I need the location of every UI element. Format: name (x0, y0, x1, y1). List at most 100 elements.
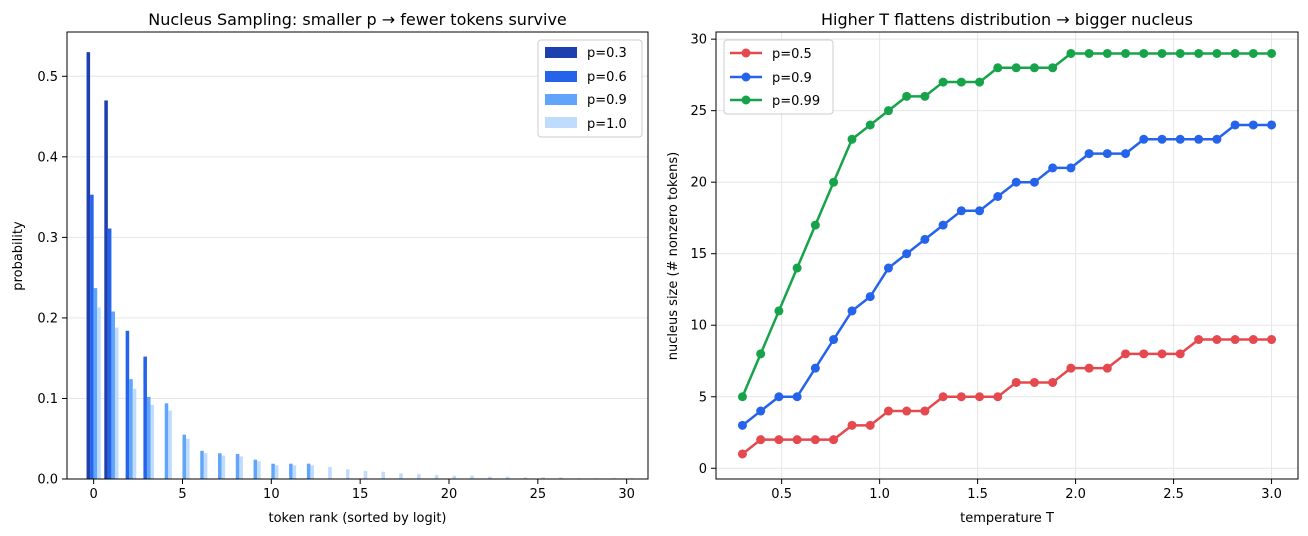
bar (381, 471, 386, 479)
data-point (1175, 134, 1185, 144)
y-tick-label: 15 (690, 247, 707, 262)
x-tick-label: 30 (618, 487, 635, 502)
left-chart-title: Nucleus Sampling: smaller p → fewer toke… (148, 10, 567, 29)
data-point (993, 392, 1003, 402)
data-point (1084, 149, 1094, 159)
data-point (956, 206, 966, 216)
legend-entry: p=0.99 (730, 94, 820, 109)
bar (168, 410, 172, 479)
bar (328, 466, 332, 479)
data-point (1230, 335, 1240, 345)
data-point (829, 335, 839, 345)
data-point (883, 406, 893, 416)
left-x-axis-label: token rank (sorted by logit) (269, 511, 447, 526)
data-point (975, 206, 985, 216)
legend-entry: p=0.9 (545, 93, 627, 108)
data-point (1011, 63, 1021, 73)
data-point (792, 392, 802, 402)
data-point (975, 392, 985, 402)
data-point (810, 220, 820, 230)
bar (200, 450, 204, 479)
bar (143, 356, 147, 479)
data-point (1102, 363, 1112, 373)
data-point (938, 392, 948, 402)
data-point (1066, 163, 1076, 173)
data-point (1121, 48, 1131, 58)
data-point (1029, 377, 1039, 387)
bar (559, 477, 563, 479)
data-point (883, 106, 893, 116)
bar (111, 311, 115, 479)
data-point (902, 249, 912, 259)
bar (253, 459, 258, 479)
data-point (1084, 48, 1094, 58)
x-tick-label: 1.5 (967, 487, 988, 502)
bar (470, 475, 474, 479)
data-point (1230, 48, 1240, 58)
bar (399, 473, 403, 479)
bar (271, 463, 275, 479)
bar (104, 100, 108, 479)
data-point (1194, 48, 1204, 58)
data-point (1267, 120, 1277, 130)
left-chart: Nucleus Sampling: smaller p → fewer toke… (11, 10, 649, 526)
bar (310, 465, 314, 479)
legend-swatch (545, 71, 577, 82)
y-tick-label: 0.1 (37, 392, 58, 407)
data-point (1157, 48, 1167, 58)
data-point (920, 234, 930, 244)
data-point (1230, 120, 1240, 130)
data-point (756, 349, 766, 359)
left-x-axis: 0 5 10 15 20 25 30 (90, 479, 635, 502)
data-point (1139, 349, 1149, 359)
bar (274, 465, 279, 479)
left-legend: p=0.3 p=0.6 p=0.9 p=1.0 (537, 39, 643, 138)
right-x-axis: 0.5 1.0 1.5 2.0 2.5 3.0 (771, 479, 1282, 502)
legend-marker (741, 95, 751, 105)
right-y-axis: 0 5 10 15 20 25 30 (690, 33, 716, 477)
data-point (902, 91, 912, 101)
data-point (1048, 163, 1058, 173)
x-tick-label: 20 (441, 487, 458, 502)
data-point (993, 191, 1003, 201)
data-point (737, 449, 747, 459)
data-point (737, 392, 747, 402)
legend-label: p=0.3 (587, 46, 627, 61)
legend-entry: p=0.5 (730, 47, 812, 62)
data-point (1011, 177, 1021, 187)
data-point (902, 406, 912, 416)
data-point (1066, 48, 1076, 58)
data-point (829, 177, 839, 187)
bar (182, 434, 187, 479)
data-point (1267, 335, 1277, 345)
y-tick-label: 0.2 (37, 311, 58, 326)
bar (505, 476, 510, 479)
right-plot-frame (715, 31, 1299, 480)
bar (221, 455, 226, 479)
data-point (1194, 335, 1204, 345)
y-tick-label: 30 (690, 33, 707, 48)
data-point (1084, 363, 1094, 373)
y-tick-label: 0 (699, 462, 707, 477)
legend-swatch (545, 94, 577, 105)
legend-label: p=0.99 (772, 94, 820, 109)
bar (257, 461, 261, 479)
data-point (956, 392, 966, 402)
data-point (774, 392, 784, 402)
bar (203, 453, 208, 479)
data-point (792, 435, 802, 445)
data-point (1212, 134, 1222, 144)
bar (164, 403, 169, 479)
y-tick-label: 0.5 (37, 70, 58, 85)
data-point (1121, 149, 1131, 159)
data-point (1011, 377, 1021, 387)
legend-label: p=0.6 (587, 70, 627, 85)
bar (523, 477, 528, 479)
data-point (993, 63, 1003, 73)
legend-label: p=0.9 (772, 71, 812, 86)
y-tick-label: 5 (699, 390, 707, 405)
bar (345, 469, 350, 479)
data-point (975, 77, 985, 87)
left-y-axis: 0.0 0.1 0.2 0.3 0.4 0.5 (37, 70, 67, 488)
